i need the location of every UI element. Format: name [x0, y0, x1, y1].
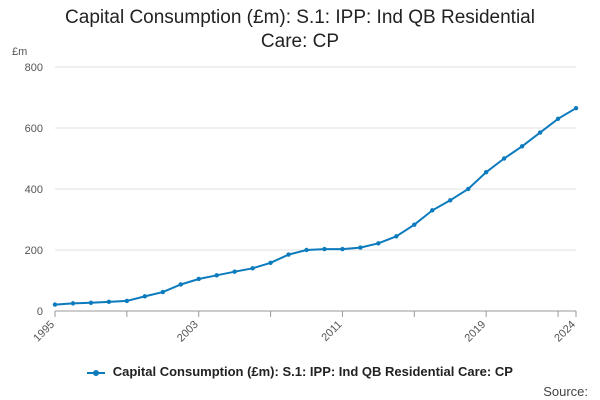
legend-line-marker-icon	[87, 369, 106, 376]
data-point	[501, 156, 507, 161]
data-point	[412, 222, 417, 227]
y-tick-label: 200	[25, 245, 43, 257]
legend[interactable]: Capital Consumption (£m): S.1: IPP: Ind …	[0, 364, 600, 379]
data-point	[519, 144, 525, 149]
data-point	[88, 300, 94, 305]
y-axis: 0 200 400 600 800	[25, 62, 43, 318]
data-point	[555, 116, 561, 122]
data-point	[52, 302, 58, 307]
data-point	[106, 299, 112, 305]
data-point	[322, 246, 327, 252]
y-tick-label: 400	[25, 184, 43, 196]
series-layer	[52, 105, 579, 307]
data-point	[304, 247, 309, 253]
data-point	[448, 198, 453, 203]
data-point	[160, 289, 165, 295]
legend-series-label: Capital Consumption (£m): S.1: IPP: Ind …	[112, 364, 513, 379]
data-point	[178, 282, 183, 287]
chart-title-line-2: Care: CP	[260, 31, 340, 52]
data-point	[214, 273, 219, 278]
data-point	[124, 298, 130, 304]
data-point	[483, 170, 489, 175]
y-tick-label: 600	[25, 123, 43, 135]
chart-title: Capital Consumption (£m): S.1: IPP: Ind …	[0, 6, 600, 54]
data-point	[376, 241, 381, 246]
data-point	[430, 208, 435, 213]
x-axis: 1995 2003 2011 2019 2024	[31, 310, 578, 345]
data-point	[268, 260, 273, 266]
data-point	[358, 245, 363, 250]
y-tick-label: 800	[25, 62, 43, 74]
data-point	[573, 105, 579, 111]
data-point	[394, 234, 399, 239]
chart-title-line-1: Capital Consumption (£m): S.1: IPP: Ind …	[65, 7, 535, 28]
x-tick-label: 2024	[552, 319, 578, 345]
data-point	[70, 301, 76, 306]
data-point	[250, 266, 255, 271]
data-point	[286, 252, 291, 257]
x-tick-label: 1995	[31, 319, 57, 345]
gridlines	[55, 66, 576, 251]
data-point	[142, 294, 148, 299]
data-point	[537, 130, 543, 135]
data-point	[196, 276, 201, 282]
x-tick-label: 2003	[175, 319, 201, 345]
x-tick-label: 2011	[319, 319, 344, 344]
series-line	[54, 107, 577, 306]
y-axis-unit-label: £m	[12, 46, 27, 58]
x-tick-label: 2019	[462, 319, 488, 345]
data-point	[340, 246, 345, 252]
data-point	[466, 186, 471, 192]
y-tick-label: 0	[37, 306, 43, 318]
source-label: Source:	[543, 384, 588, 399]
data-point	[232, 269, 237, 274]
